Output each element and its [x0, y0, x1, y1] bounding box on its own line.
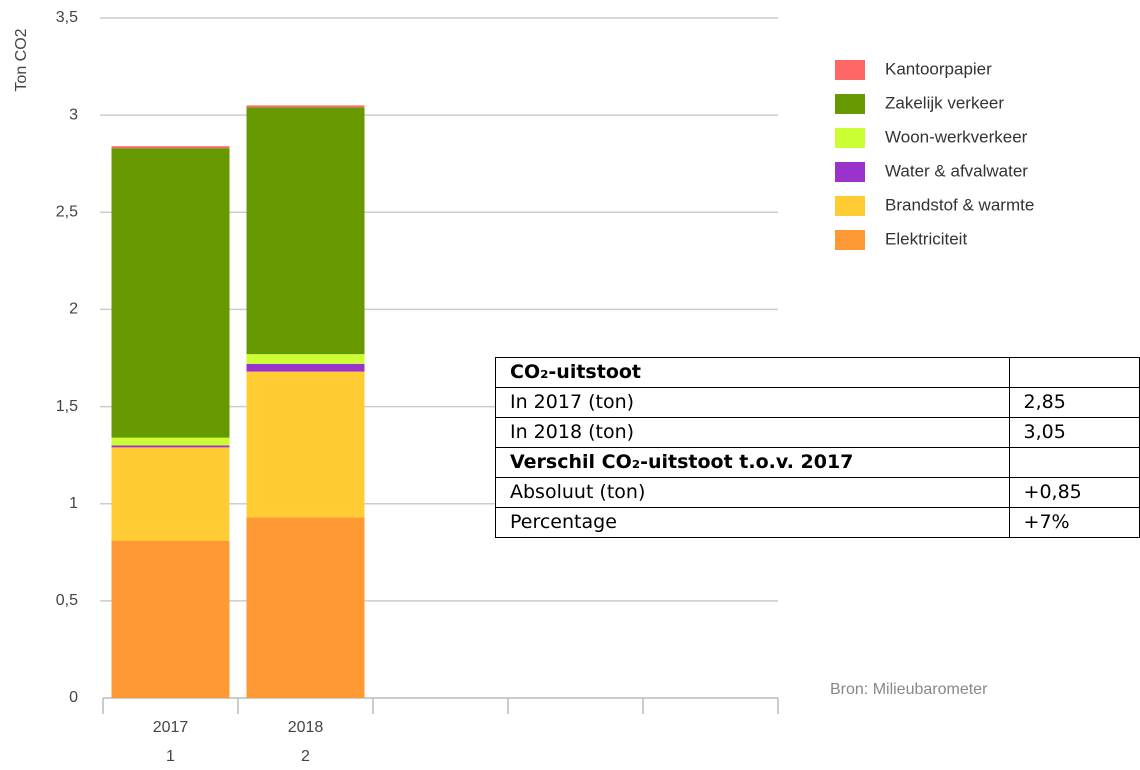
y-tick-label: 3,5	[56, 9, 78, 26]
table-cell: 3,05	[1008, 417, 1140, 448]
x-tick-sublabel: 1	[166, 748, 175, 765]
y-tick-label: 3	[69, 106, 78, 123]
bar-segment	[111, 148, 230, 438]
bar-segment	[111, 146, 230, 149]
table-row: Percentage +7%	[495, 507, 1140, 538]
table-cell	[1008, 357, 1140, 388]
table-cell: Percentage	[495, 507, 1010, 538]
bar-segment	[246, 517, 365, 698]
table-row: Verschil CO₂-uitstoot t.o.v. 2017	[495, 447, 1140, 478]
legend-label: Water & afvalwater	[885, 161, 1028, 180]
table-cell: +7%	[1008, 507, 1140, 538]
table-cell: In 2018 (ton)	[495, 417, 1010, 448]
legend-swatch	[835, 196, 865, 216]
bar-segment	[111, 437, 230, 446]
legend-swatch	[835, 60, 865, 80]
bar-segment	[111, 540, 230, 698]
y-tick-label: 0,5	[56, 592, 78, 609]
x-tick-label: 2018	[288, 719, 324, 736]
bar-segment	[246, 354, 365, 364]
legend-swatch	[835, 162, 865, 182]
bar-segment	[111, 447, 230, 541]
x-tick-sublabel: 2	[301, 748, 310, 765]
table-cell: CO₂-uitstoot	[495, 357, 1010, 388]
y-tick-label: 2,5	[56, 204, 78, 221]
table-row: In 2017 (ton) 2,85	[495, 387, 1140, 418]
x-tick-label: 2017	[153, 719, 189, 736]
table-cell: 2,85	[1008, 387, 1140, 418]
y-tick-label: 1,5	[56, 398, 78, 415]
table-row: Absoluut (ton) +0,85	[495, 477, 1140, 508]
table-row: CO₂-uitstoot	[495, 357, 1140, 388]
legend-swatch	[835, 230, 865, 250]
y-tick-label: 2	[69, 301, 78, 318]
table-cell: +0,85	[1008, 477, 1140, 508]
table-cell: Verschil CO₂-uitstoot t.o.v. 2017	[495, 447, 1010, 478]
legend-swatch	[835, 128, 865, 148]
y-axis-label: Ton CO2	[13, 28, 30, 91]
y-tick-label: 1	[69, 495, 78, 512]
table-row: In 2018 (ton) 3,05	[495, 417, 1140, 448]
table-cell: In 2017 (ton)	[495, 387, 1010, 418]
legend-label: Brandstof & warmte	[885, 195, 1034, 214]
summary-table: CO₂-uitstoot In 2017 (ton) 2,85 In 2018 (to…	[495, 357, 1140, 538]
bar-segment	[246, 371, 365, 518]
legend-label: Elektriciteit	[885, 229, 967, 248]
table-cell	[1008, 447, 1140, 478]
table-cell: Absoluut (ton)	[495, 477, 1010, 508]
source: Bron: Milieubarometer	[830, 681, 988, 698]
legend-label: Kantoorpapier	[885, 59, 992, 78]
bar-segment	[246, 363, 365, 372]
bar-segment	[111, 445, 230, 448]
legend-label: Zakelijk verkeer	[885, 93, 1004, 112]
bar-segment	[246, 107, 365, 355]
bar-segment	[246, 105, 365, 108]
legend-label: Woon-werkverkeer	[885, 127, 1028, 146]
legend-swatch	[835, 94, 865, 114]
y-tick-label: 0	[69, 689, 78, 706]
